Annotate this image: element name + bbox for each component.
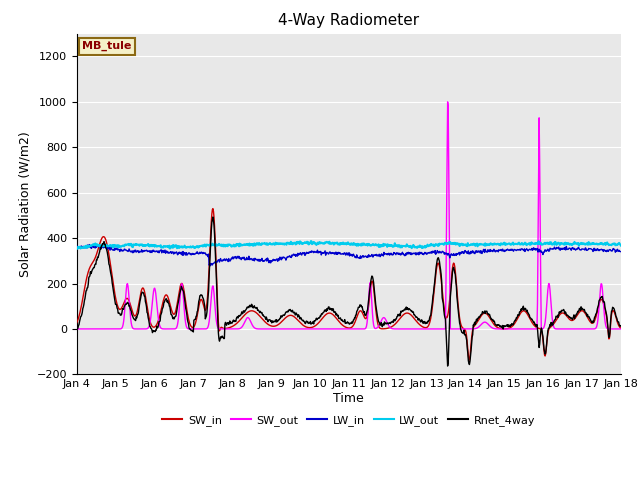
Title: 4-Way Radiometer: 4-Way Radiometer <box>278 13 419 28</box>
Y-axis label: Solar Radiation (W/m2): Solar Radiation (W/m2) <box>18 131 31 277</box>
X-axis label: Time: Time <box>333 392 364 405</box>
Text: MB_tule: MB_tule <box>82 41 132 51</box>
Legend: SW_in, SW_out, LW_in, LW_out, Rnet_4way: SW_in, SW_out, LW_in, LW_out, Rnet_4way <box>158 410 540 430</box>
